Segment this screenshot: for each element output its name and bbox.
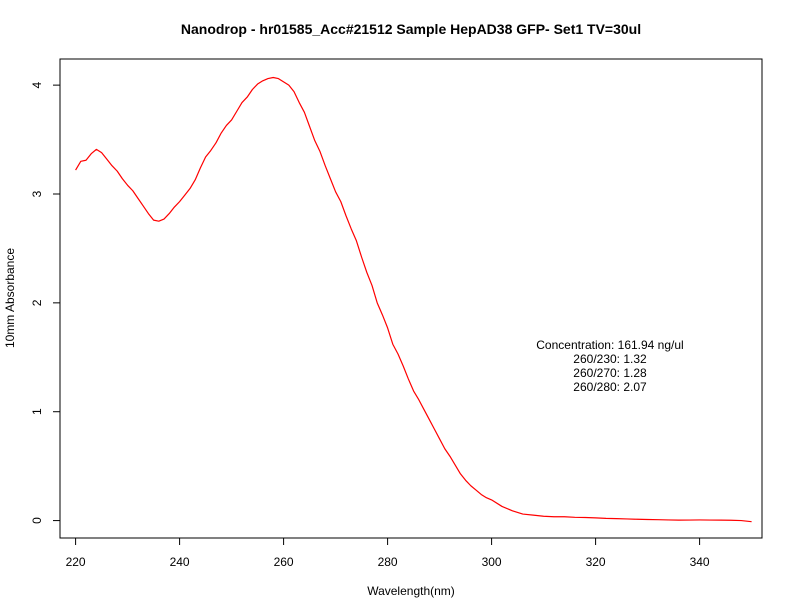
annotation-line: 260/270: 1.28 [573, 366, 647, 380]
absorbance-line [75, 76, 752, 523]
y-axis-label: 10mm Absorbance [3, 248, 17, 348]
y-tick-label: 0 [30, 517, 44, 524]
y-tick-label: 2 [30, 299, 44, 306]
x-axis-label: Wavelength(nm) [367, 584, 455, 598]
x-tick-label: 300 [482, 555, 502, 569]
x-axis: 220 240 260 280 300 320 340 [66, 537, 710, 569]
x-tick-label: 340 [690, 555, 710, 569]
x-tick-label: 240 [170, 555, 190, 569]
chart-title: Nanodrop - hr01585_Acc#21512 Sample HepA… [181, 21, 641, 37]
series-group [75, 76, 752, 523]
y-axis: 0 1 2 3 4 [30, 81, 61, 524]
annotation-line: Concentration: 161.94 ng/ul [536, 338, 683, 352]
annotation-line: 260/230: 1.32 [573, 352, 647, 366]
x-tick-label: 260 [274, 555, 294, 569]
x-tick-label: 280 [378, 555, 398, 569]
x-tick-label: 220 [66, 555, 86, 569]
y-tick-label: 4 [30, 81, 44, 88]
y-tick-label: 1 [30, 408, 44, 415]
annotation-line: 260/280: 2.07 [573, 380, 647, 394]
x-tick-label: 320 [586, 555, 606, 569]
y-tick-label: 3 [30, 190, 44, 197]
